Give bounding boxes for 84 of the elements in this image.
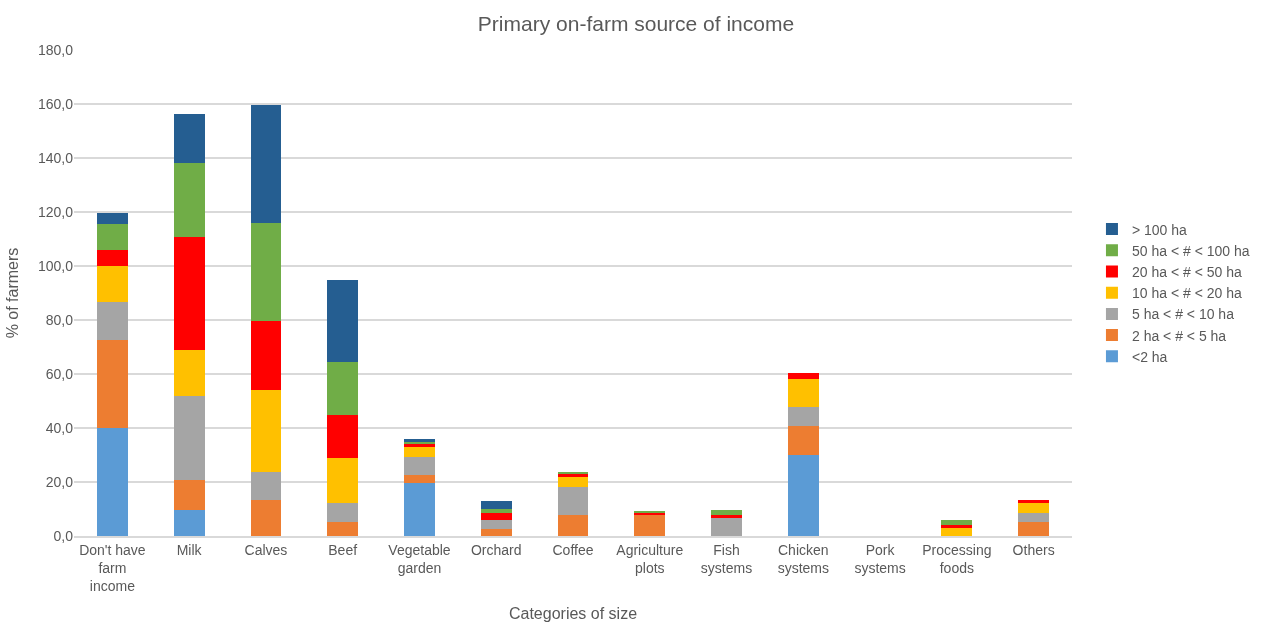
bar <box>941 527 973 536</box>
bar <box>97 224 128 251</box>
bar <box>557 477 589 487</box>
bar <box>327 503 359 522</box>
y-tick-label: 160,0 <box>37 95 74 112</box>
legend-label: 10 ha < # < 20 ha <box>1131 285 1242 302</box>
bar <box>97 212 128 225</box>
x-tick-label: Fish systems <box>700 541 753 576</box>
bar <box>327 457 359 504</box>
bar <box>250 389 282 473</box>
bar <box>250 104 282 224</box>
legend-label: > 100 ha <box>1131 221 1188 238</box>
bar <box>941 525 973 528</box>
bar <box>480 529 512 536</box>
y-tick-label: 40,0 <box>45 419 74 436</box>
bar <box>173 113 205 163</box>
x-tick-label: Beef <box>328 541 358 558</box>
y-tick-label: 140,0 <box>37 149 74 166</box>
bar <box>173 237 205 351</box>
y-tick-label: 120,0 <box>37 203 74 220</box>
x-tick-label: Pork systems <box>854 541 906 576</box>
bar <box>404 474 435 483</box>
bar <box>173 395 205 481</box>
bar <box>711 510 742 515</box>
bar <box>173 509 205 536</box>
legend-label: 2 ha < # < 5 ha <box>1131 327 1227 344</box>
bar <box>787 373 819 379</box>
bar <box>480 501 512 509</box>
x-tick-label: Calves <box>244 541 288 558</box>
x-tick-label: Orchard <box>470 541 522 558</box>
x-tick-label: Agriculture plots <box>616 541 684 576</box>
bar <box>173 162 205 238</box>
y-tick-label: 20,0 <box>45 473 74 490</box>
bar <box>97 302 128 341</box>
bar <box>634 515 666 536</box>
legend-label: 20 ha < # < 50 ha <box>1131 263 1242 280</box>
x-axis-title: Categories of size <box>508 605 638 623</box>
bar <box>711 518 742 536</box>
bar <box>404 456 435 475</box>
bar <box>97 265 128 303</box>
chart-title: Primary on-farm source of income <box>477 11 795 35</box>
bar <box>1018 503 1049 513</box>
bar <box>787 425 819 455</box>
bar <box>1018 521 1049 536</box>
bar <box>787 455 819 536</box>
bar <box>327 279 359 362</box>
bar <box>250 223 282 321</box>
bar <box>173 480 205 510</box>
bar <box>1018 512 1049 522</box>
y-tick-label: 60,0 <box>45 365 74 382</box>
x-tick-label: Chicken systems <box>777 541 829 576</box>
legend-label: <2 ha <box>1131 348 1168 365</box>
x-tick-label: Milk <box>176 541 203 558</box>
bar <box>250 320 282 390</box>
x-tick-label: Others <box>1012 541 1055 558</box>
x-tick-label: Processing foods <box>922 541 992 576</box>
y-axis-title: % of farmers <box>3 247 21 339</box>
x-tick-label: Coffee <box>552 541 594 558</box>
bar <box>97 428 128 536</box>
bar <box>480 512 512 521</box>
bar <box>787 406 819 426</box>
bar <box>327 521 359 536</box>
bar <box>327 361 359 415</box>
bar <box>557 486 589 515</box>
y-tick-label: 0,0 <box>53 527 74 544</box>
bar <box>404 447 435 457</box>
bar <box>404 482 435 536</box>
y-tick-label: 180,0 <box>37 41 74 58</box>
bar <box>557 514 589 536</box>
x-tick-label: Vegetable garden <box>388 541 451 576</box>
legend-label: 5 ha < # < 10 ha <box>1131 306 1235 323</box>
legend-label: 50 ha < # < 100 ha <box>1131 242 1250 259</box>
y-tick-label: 100,0 <box>37 257 74 274</box>
bar <box>787 378 819 407</box>
y-tick-label: 80,0 <box>45 311 74 328</box>
bar <box>97 340 128 428</box>
bar <box>173 350 205 396</box>
bar <box>327 414 359 458</box>
x-tick-label: Don't have farm income <box>79 541 146 594</box>
bar <box>250 472 282 500</box>
bar <box>250 499 282 536</box>
bar <box>480 508 512 513</box>
bar <box>97 250 128 266</box>
bar <box>480 520 512 530</box>
